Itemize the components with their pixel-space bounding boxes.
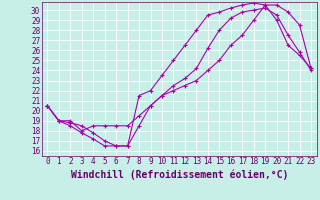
X-axis label: Windchill (Refroidissement éolien,°C): Windchill (Refroidissement éolien,°C) (70, 169, 288, 180)
